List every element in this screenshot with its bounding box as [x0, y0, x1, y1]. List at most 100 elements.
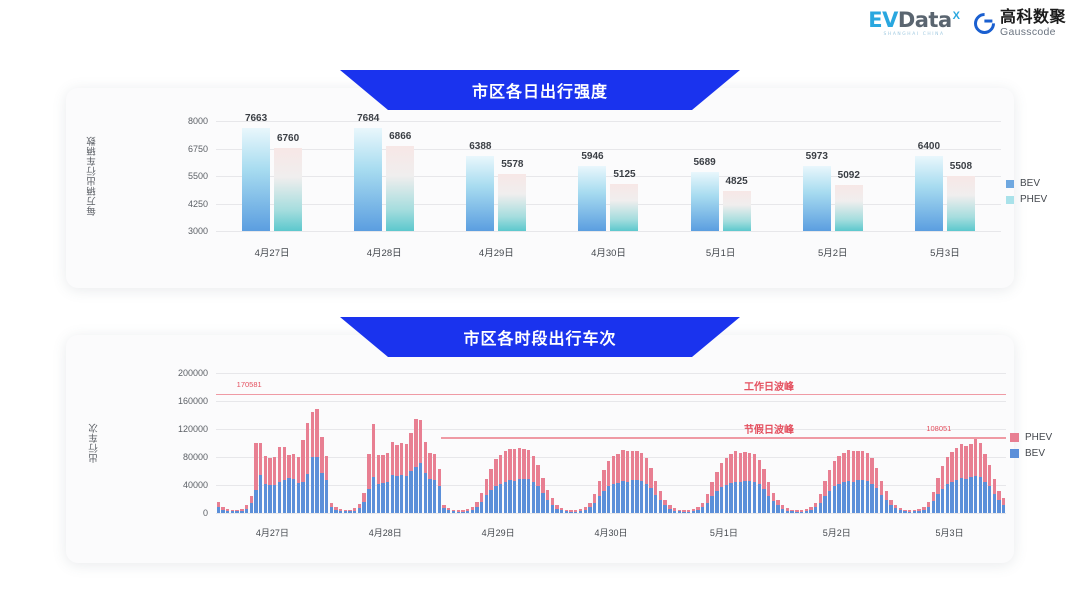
chart2-stacked-bar[interactable]	[536, 464, 540, 513]
chart1-bar-bev[interactable]: 5946	[578, 151, 607, 231]
chart2-stacked-bar[interactable]	[578, 509, 583, 513]
chart2-stacked-bar[interactable]	[385, 452, 390, 513]
chart2-stacked-bar[interactable]	[254, 443, 258, 513]
chart2-stacked-bar[interactable]	[404, 444, 409, 513]
chart1-bar-phev[interactable]: 6866	[386, 131, 415, 231]
chart2-stacked-bar[interactable]	[964, 445, 968, 513]
chart2-stacked-bar[interactable]	[748, 452, 752, 513]
chart2-stacked-bar[interactable]	[249, 495, 253, 513]
chart2-stacked-bar[interactable]	[343, 509, 348, 513]
chart2-stacked-bar[interactable]	[475, 501, 479, 513]
chart2-stacked-bar[interactable]	[480, 492, 484, 513]
chart2-stacked-bar[interactable]	[978, 443, 982, 513]
chart2-stacked-bar[interactable]	[315, 409, 319, 513]
chart2-stacked-bar[interactable]	[757, 459, 761, 513]
chart2-stacked-bar[interactable]	[574, 510, 578, 513]
chart2-stacked-bar[interactable]	[263, 456, 268, 513]
chart2-stacked-bar[interactable]	[310, 411, 315, 513]
chart2-stacked-bar[interactable]	[992, 479, 997, 513]
chart2-legend-item-phev[interactable]: PHEV	[1010, 432, 1052, 443]
chart2-stacked-bar[interactable]	[997, 490, 1001, 513]
chart2-stacked-bar[interactable]	[456, 510, 460, 513]
chart2-stacked-bar[interactable]	[795, 510, 799, 513]
chart2-stacked-bar[interactable]	[879, 480, 884, 513]
chart2-stacked-bar[interactable]	[221, 506, 225, 513]
chart2-stacked-bar[interactable]	[762, 468, 766, 513]
chart2-stacked-bar[interactable]	[287, 454, 291, 513]
chart2-stacked-bar[interactable]	[409, 432, 413, 513]
chart2-stacked-bar[interactable]	[555, 505, 559, 513]
chart2-stacked-bar[interactable]	[569, 510, 573, 513]
chart1-bar-phev[interactable]: 5125	[610, 169, 639, 231]
chart2-stacked-bar[interactable]	[442, 504, 446, 513]
chart2-stacked-bar[interactable]	[390, 442, 395, 513]
chart2-stacked-bar[interactable]	[771, 492, 775, 513]
chart2-stacked-bar[interactable]	[607, 461, 611, 513]
chart2-stacked-bar[interactable]	[696, 507, 700, 513]
chart2-stacked-bar[interactable]	[244, 505, 249, 513]
chart2-stacked-bar[interactable]	[376, 454, 380, 513]
chart2-stacked-bar[interactable]	[564, 509, 569, 513]
chart2-stacked-bar[interactable]	[663, 499, 667, 513]
chart2-stacked-bar[interactable]	[451, 509, 456, 513]
chart2-stacked-bar[interactable]	[860, 451, 865, 513]
chart2-stacked-bar[interactable]	[846, 450, 851, 513]
chart2-stacked-bar[interactable]	[625, 451, 630, 513]
chart2-stacked-bar[interactable]	[766, 482, 771, 513]
chart2-stacked-bar[interactable]	[550, 498, 554, 513]
chart2-stacked-bar[interactable]	[484, 479, 489, 513]
chart2-stacked-bar[interactable]	[654, 480, 658, 513]
chart2-stacked-bar[interactable]	[837, 456, 841, 513]
chart2-stacked-bar[interactable]	[418, 419, 423, 513]
chart2-stacked-bar[interactable]	[367, 454, 371, 513]
chart2-stacked-bar[interactable]	[611, 456, 616, 513]
chart2-stacked-bar[interactable]	[781, 505, 785, 513]
chart2-stacked-bar[interactable]	[903, 509, 907, 513]
chart2-stacked-bar[interactable]	[710, 482, 714, 513]
chart2-stacked-bar[interactable]	[324, 455, 329, 513]
chart2-stacked-bar[interactable]	[818, 494, 823, 513]
chart2-stacked-bar[interactable]	[320, 436, 324, 513]
chart2-stacked-bar[interactable]	[950, 452, 954, 513]
chart2-stacked-bar[interactable]	[785, 508, 790, 513]
chart2-stacked-bar[interactable]	[889, 499, 893, 513]
chart2-stacked-bar[interactable]	[527, 450, 531, 513]
chart2-stacked-bar[interactable]	[870, 458, 874, 513]
chart1-bar-phev[interactable]: 6760	[274, 133, 303, 231]
chart2-stacked-bar[interactable]	[973, 437, 978, 513]
chart2-stacked-bar[interactable]	[701, 502, 705, 513]
chart2-stacked-bar[interactable]	[240, 509, 244, 513]
chart2-stacked-bar[interactable]	[338, 509, 343, 513]
chart2-stacked-bar[interactable]	[734, 451, 738, 513]
chart2-stacked-bar[interactable]	[983, 453, 987, 513]
chart2-stacked-bar[interactable]	[743, 452, 747, 513]
chart2-stacked-bar[interactable]	[414, 419, 418, 513]
chart2-stacked-bar[interactable]	[230, 509, 235, 513]
chart1-bar-phev[interactable]: 5578	[498, 159, 527, 231]
chart2-stacked-bar[interactable]	[926, 501, 931, 513]
chart2-stacked-bar[interactable]	[969, 443, 973, 513]
chart2-stacked-bar[interactable]	[470, 506, 474, 513]
chart2-stacked-bar[interactable]	[531, 455, 536, 513]
chart2-stacked-bar[interactable]	[423, 442, 427, 513]
chart2-stacked-bar[interactable]	[898, 507, 902, 513]
chart2-stacked-bar[interactable]	[987, 464, 992, 513]
chart1-bar-phev[interactable]: 4825	[722, 176, 751, 231]
chart2-stacked-bar[interactable]	[588, 502, 592, 513]
chart2-stacked-bar[interactable]	[799, 510, 804, 513]
chart2-stacked-bar[interactable]	[955, 447, 959, 513]
chart2-stacked-bar[interactable]	[597, 480, 601, 513]
chart2-stacked-bar[interactable]	[912, 510, 917, 513]
chart2-stacked-bar[interactable]	[277, 447, 282, 513]
chart2-stacked-bar[interactable]	[682, 510, 686, 513]
chart2-stacked-bar[interactable]	[1002, 498, 1006, 513]
chart2-stacked-bar[interactable]	[639, 452, 644, 513]
chart2-stacked-bar[interactable]	[644, 458, 649, 513]
chart2-stacked-bar[interactable]	[959, 444, 964, 513]
chart1-legend-item-bev[interactable]: BEV	[1006, 178, 1047, 189]
chart1-legend-item-phev[interactable]: PHEV	[1006, 194, 1047, 205]
chart2-stacked-bar[interactable]	[842, 452, 846, 513]
chart2-stacked-bar[interactable]	[823, 480, 827, 513]
chart2-stacked-bar[interactable]	[893, 504, 898, 513]
chart2-stacked-bar[interactable]	[630, 450, 634, 513]
